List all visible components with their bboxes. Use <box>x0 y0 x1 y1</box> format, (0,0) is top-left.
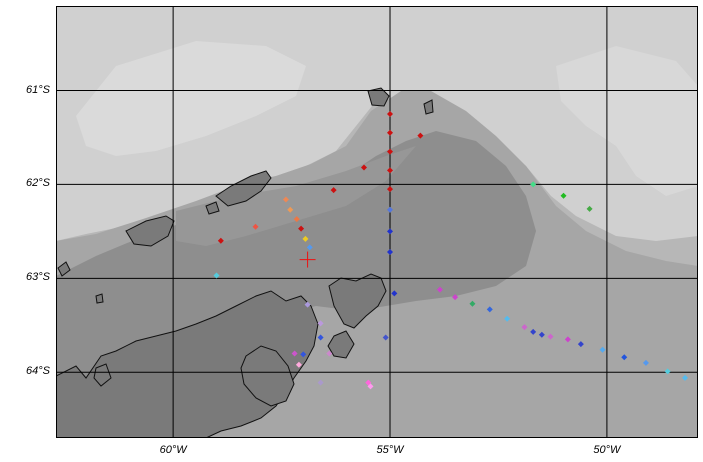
station-marker <box>217 237 224 244</box>
bright-shelf-patch <box>76 41 306 156</box>
station-marker <box>302 235 309 242</box>
station-marker <box>300 351 307 358</box>
station-marker <box>538 331 545 338</box>
longitude-label: 50°W <box>593 444 621 456</box>
station-marker <box>387 111 394 117</box>
station-marker <box>295 361 302 368</box>
antarctic-peninsula-land <box>56 290 319 438</box>
island-hoseason <box>95 293 104 304</box>
station-marker <box>681 374 688 381</box>
station-marker <box>304 301 311 308</box>
longitude-label: 55°W <box>376 444 404 456</box>
station-marker <box>330 187 337 194</box>
ship-position-marker <box>299 251 316 268</box>
station-marker <box>391 290 398 297</box>
station-marker <box>387 148 394 155</box>
station-marker <box>577 341 584 348</box>
station-markers <box>213 111 688 390</box>
island-clarence <box>423 99 434 115</box>
island-livingston <box>125 215 175 247</box>
station-marker <box>317 320 324 327</box>
station-marker <box>560 192 567 199</box>
station-marker <box>317 334 324 341</box>
station-marker <box>586 205 593 212</box>
bathymetry-map <box>56 6 698 438</box>
station-marker <box>287 206 294 213</box>
station-marker <box>664 368 671 375</box>
latitude-label: 64°S <box>26 365 50 378</box>
bright-shelf-patch-east <box>556 46 698 196</box>
station-marker <box>387 228 394 235</box>
deep-strip <box>176 146 416 246</box>
station-marker <box>387 129 394 136</box>
station-marker <box>564 336 571 343</box>
station-marker <box>547 333 554 340</box>
station-marker <box>530 328 537 335</box>
station-marker <box>486 306 493 313</box>
station-marker <box>417 132 424 139</box>
station-marker <box>367 383 374 390</box>
station-marker <box>469 300 476 307</box>
station-marker <box>530 181 537 188</box>
land-masses <box>56 87 434 438</box>
station-marker <box>504 315 511 322</box>
station-marker <box>213 272 220 279</box>
island-dundee <box>327 330 355 359</box>
station-marker <box>306 244 313 251</box>
graticule <box>56 6 698 438</box>
station-marker <box>521 324 528 331</box>
station-marker <box>291 350 298 357</box>
latitude-label: 63°S <box>26 271 50 284</box>
station-marker <box>252 223 259 230</box>
station-marker <box>436 286 443 293</box>
map-border <box>56 6 698 438</box>
island-smith <box>57 261 71 277</box>
station-marker <box>326 350 333 357</box>
station-marker <box>387 186 394 193</box>
station-marker <box>387 249 394 256</box>
station-marker <box>298 225 305 232</box>
latitude-label: 62°S <box>26 177 50 190</box>
island-joinville <box>328 273 387 329</box>
island-james-ross <box>240 345 295 407</box>
station-marker <box>387 167 394 174</box>
latitude-label: 61°S <box>26 83 50 96</box>
station-marker <box>360 164 367 171</box>
station-marker <box>282 196 289 203</box>
station-marker <box>599 346 606 353</box>
station-marker <box>621 354 628 361</box>
island-elephant <box>367 87 390 107</box>
station-marker <box>452 294 459 301</box>
island-king-george <box>215 170 272 207</box>
station-marker <box>387 206 394 213</box>
station-marker <box>317 379 324 386</box>
station-marker <box>293 216 300 223</box>
island-nelson <box>205 201 220 215</box>
longitude-label: 60°W <box>159 444 187 456</box>
station-marker <box>642 359 649 366</box>
island-small-west <box>93 363 112 387</box>
station-marker <box>382 334 389 341</box>
